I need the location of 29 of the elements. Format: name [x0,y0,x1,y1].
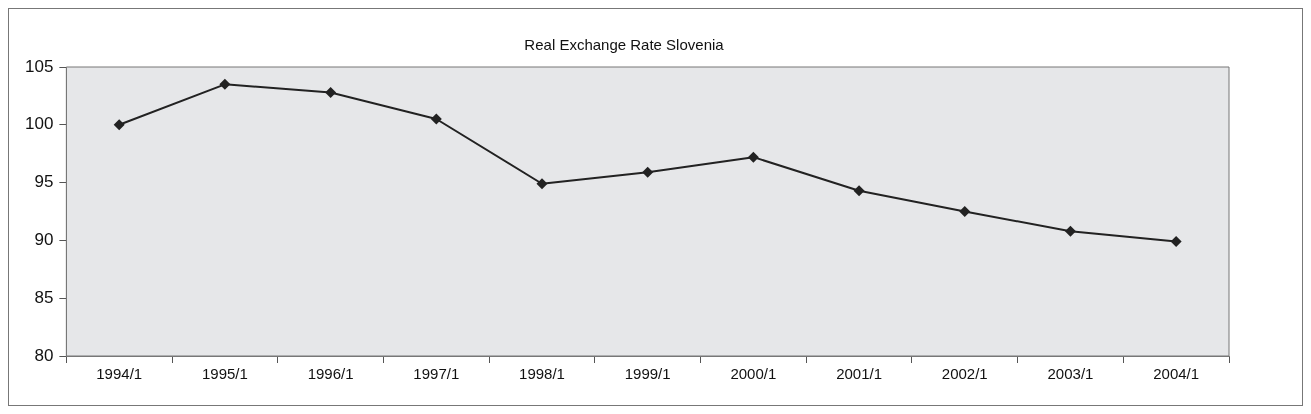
x-tick-label: 1998/1 [519,365,565,383]
point [853,185,865,197]
x-tick-label: 1999/1 [624,365,671,383]
x-tick-label: 1994/1 [96,365,143,383]
x-tick-label: 2001/1 [836,365,883,383]
x-tick-label: 2002/1 [941,365,988,383]
point [325,86,337,98]
point [1064,225,1076,237]
point [1170,236,1182,248]
point [536,178,548,190]
point [219,78,231,90]
y-tick-label: 105 [24,56,54,76]
chart-title: Real Exchange Rate Slovenia [524,36,725,54]
x-tick-label: 2004/1 [1153,365,1200,383]
x-tick-label: 1996/1 [307,365,354,383]
y-tick-label: 95 [34,172,54,192]
x-tick-label: 1995/1 [201,365,248,383]
x-tick-label: 2003/1 [1047,365,1094,383]
y-tick-label: 90 [34,230,54,250]
y-tick-label: 80 [34,345,54,365]
point [430,113,442,125]
point [747,151,759,163]
point [959,206,971,217]
x-tick-label: 1997/1 [413,365,460,383]
y-tick-label: 100 [24,114,54,134]
y-tick-label: 85 [34,287,54,307]
x-tick-label: 2000/1 [730,365,777,383]
point [113,119,125,131]
point [642,166,654,178]
